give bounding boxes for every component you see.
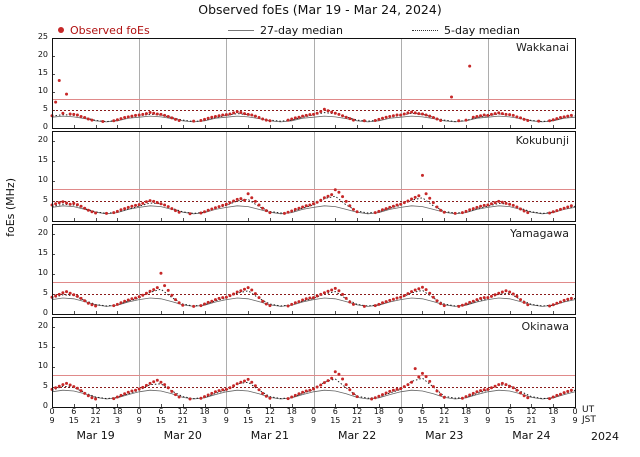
x-tick-jst: 9 [49, 416, 55, 425]
station-label-yamagawa: Yamagawa [510, 227, 569, 240]
x-tick-ut: 18 [373, 407, 384, 416]
x-tick-ut: 18 [112, 407, 123, 416]
y-tick-label: 10 [37, 361, 48, 370]
x-tick-jst: 3 [463, 416, 469, 425]
x-tick-jst: 15 [68, 416, 79, 425]
x-tick-ut: 18 [548, 407, 559, 416]
y-tick-label: 15 [37, 68, 48, 77]
x-tick-ut: 12 [351, 407, 363, 416]
x-tick-jst: 15 [155, 416, 167, 425]
x-tick-jst: 9 [485, 416, 491, 425]
y-tick-label: 0 [42, 308, 48, 317]
y-tick-label: 20 [37, 50, 48, 59]
x-tick-jst: 21 [439, 416, 450, 425]
x-tick-ut: 0 [223, 407, 229, 416]
x-tick-ut: 0 [310, 407, 317, 416]
day-label: Mar 19 [76, 429, 115, 442]
y-tick-label: 0 [42, 215, 48, 224]
x-tick-jst: 15 [417, 416, 428, 425]
x-tick-jst: 3 [376, 416, 382, 425]
legend-median27: 27-day median [228, 23, 343, 37]
ut-axis-label: UT [582, 405, 595, 415]
x-tick-jst: 3 [201, 416, 208, 425]
x-tick-jst: 9 [136, 416, 142, 425]
legend-observed-label: Observed foEs [70, 23, 150, 37]
x-tick-ut: 18 [286, 407, 297, 416]
y-tick-label: 15 [37, 155, 48, 164]
x-tick-ut: 0 [136, 407, 142, 416]
x-tick-ut: 12 [90, 407, 101, 416]
x-tick-jst: 9 [398, 416, 404, 425]
x-tick-ut: 6 [332, 407, 338, 416]
legend-observed: Observed foEs [58, 23, 150, 37]
x-tick-jst: 3 [289, 416, 295, 425]
day-label: Mar 21 [250, 429, 290, 442]
x-tick-ut: 18 [199, 407, 210, 416]
y-tick-label: 10 [37, 175, 48, 184]
day-label: Mar 23 [425, 429, 464, 442]
y-tick-label: 20 [37, 321, 48, 330]
day-label: Mar 20 [163, 429, 202, 442]
year-label: 2024 [591, 430, 619, 443]
x-tick-ut: 6 [158, 407, 164, 416]
x-tick-ut: 0 [398, 407, 404, 416]
x-tick-ut: 12 [439, 407, 450, 416]
y-tick-label: 20 [37, 135, 48, 144]
x-tick-jst: 15 [504, 416, 515, 425]
observed-dot-swatch [58, 27, 64, 33]
x-tick-jst: 9 [223, 416, 229, 425]
x-tick-jst: 21 [526, 416, 537, 425]
x-tick-ut: 0 [485, 407, 491, 416]
x-tick-ut: 0 [572, 407, 578, 416]
x-tick-jst: 21 [90, 416, 101, 425]
x-tick-ut: 6 [507, 407, 513, 416]
y-tick-label: 5 [42, 104, 48, 113]
day-label: Mar 22 [337, 429, 377, 442]
x-tick-jst: 15 [330, 416, 341, 425]
x-tick-jst: 3 [114, 416, 120, 425]
station-label-kokubunji: Kokubunji [515, 134, 569, 147]
jst-axis-label: JST [582, 415, 596, 425]
legend-median5: 5-day median [412, 23, 520, 37]
legend-median5-label: 5-day median [444, 23, 520, 37]
x-tick-ut: 6 [419, 407, 425, 416]
y-tick-label: 0 [42, 122, 48, 131]
y-tick-label: 20 [37, 228, 48, 237]
y-tick-label: 10 [37, 86, 48, 95]
station-label-wakkanai: Wakkanai [516, 41, 569, 54]
day-label: Mar 24 [512, 429, 551, 442]
y-tick-label: 10 [37, 268, 48, 277]
median5-dotted-swatch [412, 29, 438, 31]
x-tick-jst: 9 [572, 416, 578, 425]
y-tick-label: 15 [37, 341, 48, 350]
x-tick-jst: 21 [177, 416, 188, 425]
legend-median27-label: 27-day median [260, 23, 343, 37]
y-tick-label: 0 [42, 401, 48, 410]
y-tick-label: 5 [42, 195, 48, 204]
y-axis-title: foEs (MHz) [4, 178, 17, 237]
x-tick-jst: 21 [264, 416, 275, 425]
x-tick-ut: 12 [264, 407, 275, 416]
x-tick-ut: 6 [71, 407, 77, 416]
station-label-okinawa: Okinawa [521, 320, 569, 333]
median27-line-swatch [228, 29, 254, 31]
x-tick-jst: 21 [351, 416, 363, 425]
x-tick-ut: 12 [526, 407, 537, 416]
x-tick-jst: 9 [310, 416, 317, 425]
x-tick-ut: 0 [49, 407, 55, 416]
y-tick-label: 15 [37, 248, 48, 257]
x-tick-jst: 15 [243, 416, 254, 425]
chart-title: Observed foEs (Mar 19 - Mar 24, 2024) [198, 2, 442, 17]
y-tick-label: 5 [42, 381, 48, 390]
x-tick-ut: 12 [177, 407, 188, 416]
x-tick-ut: 6 [245, 407, 251, 416]
x-tick-jst: 3 [550, 416, 556, 425]
y-tick-label: 25 [37, 32, 48, 41]
y-tick-label: 5 [42, 288, 48, 297]
x-tick-ut: 18 [460, 407, 472, 416]
